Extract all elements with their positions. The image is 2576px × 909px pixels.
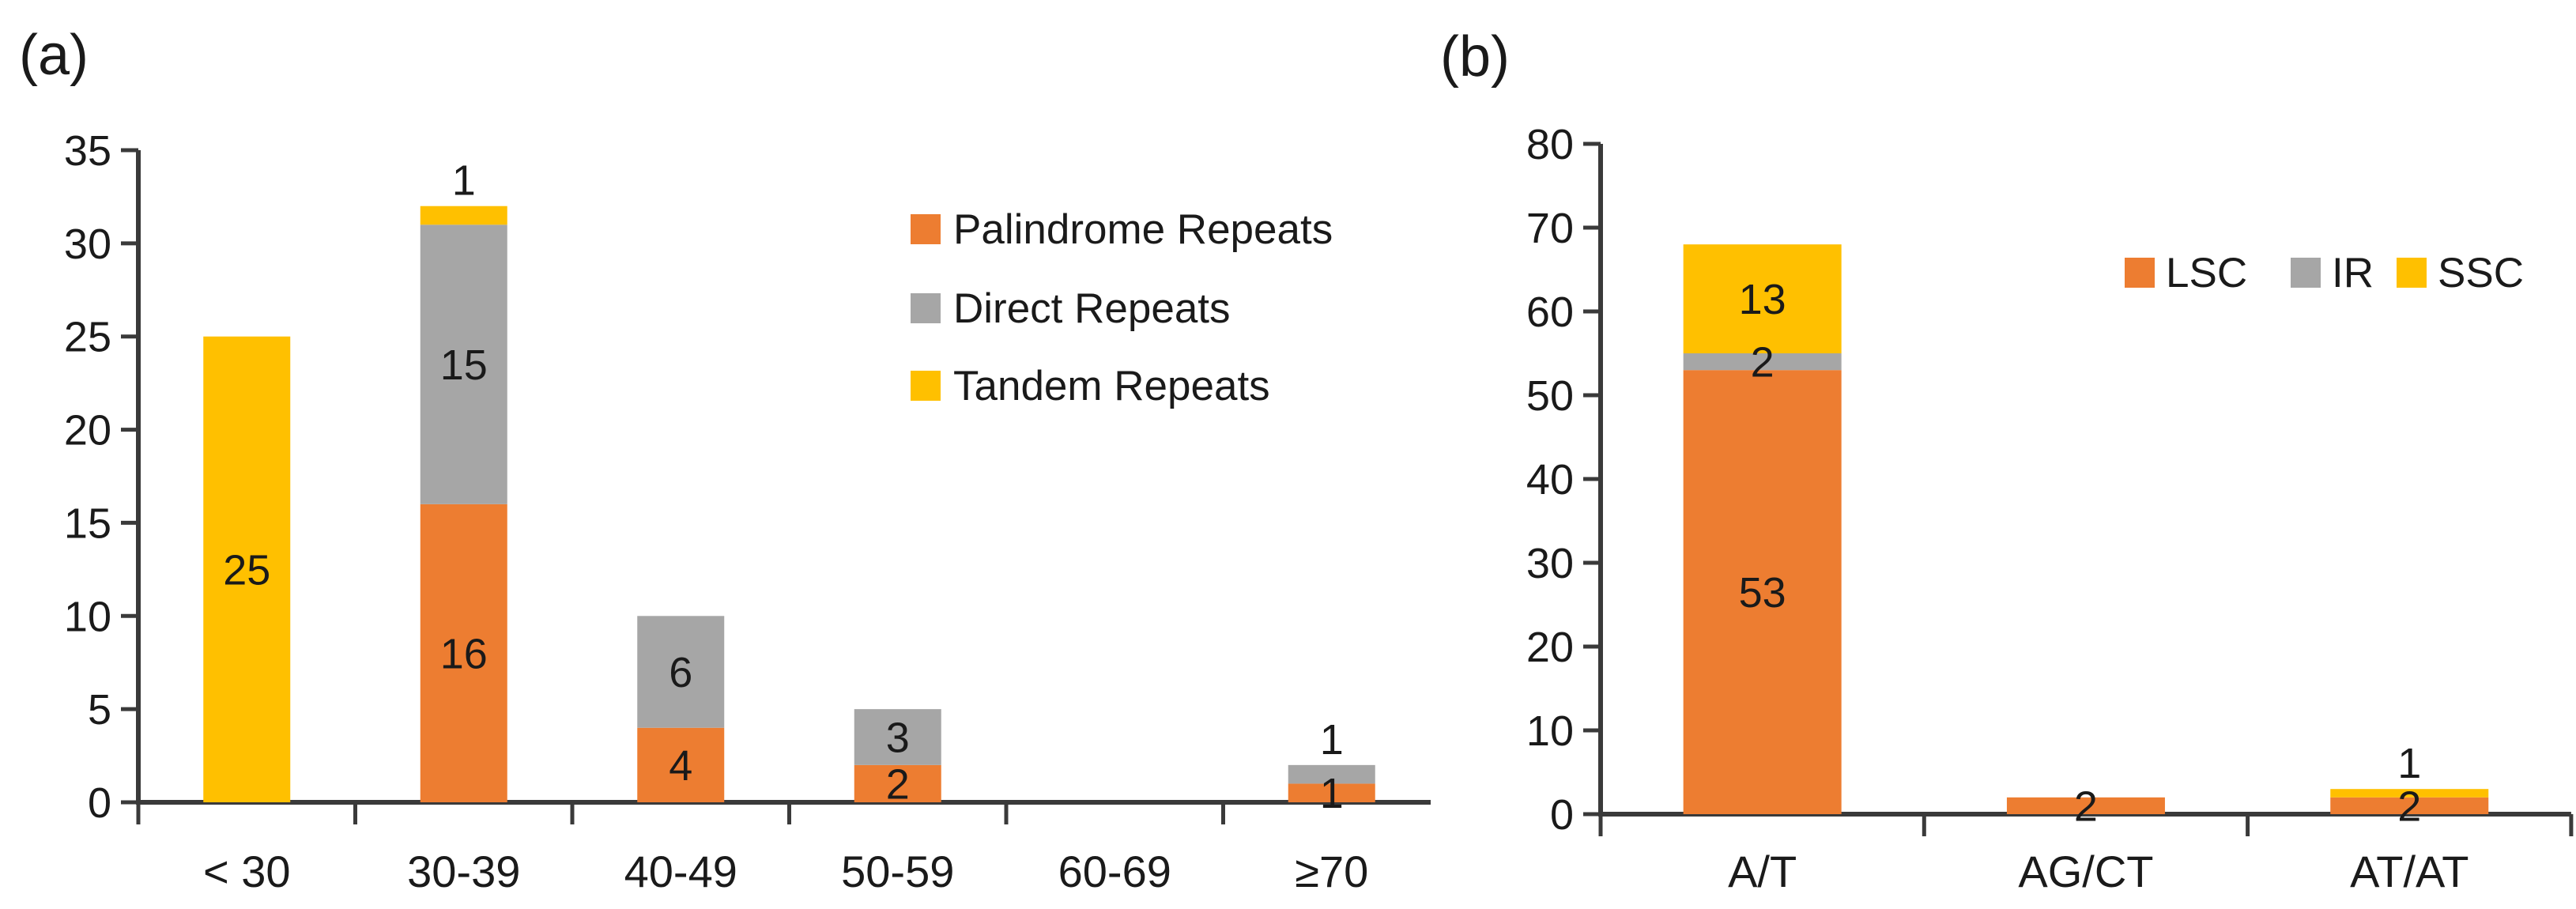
x-category-label-a: 40-49 [624, 847, 737, 896]
bar-value-label-b: 2 [2074, 783, 2098, 830]
x-category-label-a: 60-69 [1058, 847, 1171, 896]
y-tick-label-b: 50 [1526, 372, 1574, 420]
bar-segment-a-5-0 [1288, 783, 1375, 802]
bar-segment-b-0-1 [1683, 353, 1842, 371]
legend-label-b-0: LSC [2166, 250, 2247, 296]
legend-label-a-2: Tandem Repeats [953, 363, 1270, 409]
y-tick-label-b: 80 [1526, 121, 1574, 168]
x-category-label-a: < 30 [203, 847, 291, 896]
x-category-label-b: AG/CT [2018, 847, 2153, 896]
bar-value-label-b: 1 [2397, 740, 2421, 787]
legend-label-a-1: Direct Repeats [953, 285, 1231, 332]
y-tick-label-b: 10 [1526, 707, 1574, 755]
bar-value-label-b: 13 [1739, 276, 1786, 323]
y-tick-label-b: 70 [1526, 205, 1574, 252]
y-tick-label-a: 0 [88, 779, 111, 827]
bar-segment-b-1-0 [2006, 797, 2165, 814]
x-category-label-a: ≥70 [1295, 847, 1368, 896]
x-category-label-a: 50-59 [841, 847, 954, 896]
bar-value-label-a: 1 [1320, 770, 1344, 817]
bar-value-label-a: 25 [223, 546, 270, 594]
bar-segment-a-1-0 [420, 504, 507, 802]
legend-marker-b-0 [2125, 258, 2155, 288]
bar-segment-a-3-1 [854, 709, 941, 765]
bar-segment-b-2-0 [2330, 797, 2489, 814]
y-tick-label-b: 20 [1526, 624, 1574, 671]
bar-segment-a-2-0 [637, 727, 725, 802]
y-tick-label-a: 30 [64, 221, 111, 268]
y-tick-label-a: 25 [64, 314, 111, 361]
panel-label-a: (a) [19, 24, 89, 87]
y-tick-label-a: 35 [64, 127, 111, 175]
bar-segment-b-2-2 [2330, 789, 2489, 798]
bar-value-label-a: 16 [440, 630, 488, 677]
y-tick-label-a: 15 [64, 500, 111, 547]
bar-value-label-b: 53 [1739, 569, 1786, 617]
legend-marker-a-1 [911, 293, 941, 323]
bar-segment-a-5-1 [1288, 764, 1375, 784]
bar-value-label-b: 2 [2397, 783, 2421, 830]
bar-value-label-a: 4 [669, 742, 692, 790]
y-tick-label-b: 60 [1526, 289, 1574, 336]
bar-segment-b-0-0 [1683, 370, 1842, 814]
chart-b-svg: (b) 0 10 20 30 40 50 60 70 80 A/T AG/CT AT/AT 53 2 13 2 2… [1440, 25, 2574, 896]
bar-value-label-a: 1 [452, 157, 476, 205]
legend-marker-b-1 [2291, 258, 2321, 288]
bar-segment-a-0-2 [203, 336, 291, 802]
bar-segment-a-1-1 [420, 224, 507, 504]
bar-segment-a-1-2 [420, 206, 507, 225]
y-tick-label-b: 40 [1526, 456, 1574, 504]
bar-segment-b-0-2 [1683, 244, 1842, 353]
bar-value-label-a: 15 [440, 341, 488, 389]
x-category-label-b: A/T [1728, 847, 1797, 896]
legend-label-b-2: SSC [2438, 250, 2524, 296]
bar-value-label-a: 6 [669, 649, 692, 696]
legend-label-b-1: IR [2332, 250, 2374, 296]
y-tick-label-a: 5 [88, 686, 111, 734]
legend-marker-a-2 [911, 371, 941, 401]
chart-a-svg: (a) 0 5 10 15 20 25 30 35 < 30 30-39 40-49 50-59 60-6… [19, 24, 1431, 896]
bar-value-label-a: 1 [1320, 716, 1344, 764]
bar-value-label-b: 2 [1751, 339, 1775, 387]
legend-marker-a-0 [911, 214, 941, 244]
x-category-label-a: 30-39 [407, 847, 520, 896]
panel-label-b: (b) [1440, 25, 1510, 89]
y-tick-label-a: 10 [64, 593, 111, 640]
bar-value-label-a: 2 [886, 760, 910, 808]
x-category-label-b: AT/AT [2350, 847, 2469, 896]
bar-segment-a-2-1 [637, 616, 725, 728]
y-tick-label-b: 0 [1550, 791, 1574, 839]
y-tick-label-b: 30 [1526, 540, 1574, 587]
y-tick-label-a: 20 [64, 407, 111, 455]
bar-value-label-a: 3 [886, 715, 910, 762]
legend-marker-b-2 [2397, 258, 2427, 288]
legend-label-a-0: Palindrome Repeats [953, 206, 1333, 253]
bar-segment-a-3-0 [854, 764, 941, 802]
